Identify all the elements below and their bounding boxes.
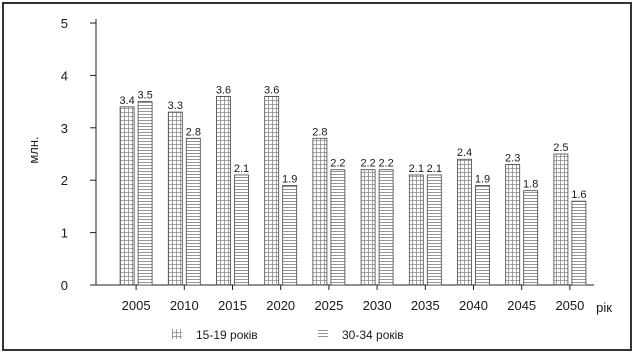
bar-value-label: 2.5 [553, 142, 568, 154]
plot-area: 0 1 2 3 4 5 3.4 3.5 2005 3.3 2.8 2010 3.6 2.1 2015 3.6 1… [61, 16, 594, 313]
bar-age-15-19 [553, 153, 569, 286]
x-tick-label: 2015 [218, 298, 247, 313]
y-tick-label: 4 [61, 68, 68, 83]
bar-age-30-34 [571, 200, 587, 286]
bar-value-label: 2.2 [330, 158, 345, 170]
x-tick-label: 2025 [314, 298, 343, 313]
y-tick-label: 3 [61, 121, 68, 136]
legend: 15-19 років 30-34 років [172, 328, 404, 342]
bar-value-label: 1.9 [282, 173, 297, 185]
legend-label: 15-19 років [196, 328, 258, 342]
bar-value-label: 2.1 [409, 163, 424, 175]
x-tick-label: 2030 [363, 298, 392, 313]
y-tick-label: 5 [61, 16, 68, 31]
bar-value-label: 2.8 [312, 126, 327, 138]
bar-age-15-19 [505, 164, 521, 286]
bar-value-label: 1.6 [571, 189, 586, 201]
legend-swatch [318, 329, 328, 339]
bar-age-30-34 [282, 185, 298, 286]
legend-swatch [172, 329, 182, 339]
bar-age-30-34 [185, 137, 201, 286]
bar-age-30-34 [523, 190, 539, 286]
bar-value-label: 3.6 [264, 84, 279, 96]
bar-age-15-19 [360, 169, 376, 286]
bar-age-30-34 [378, 169, 394, 286]
x-tick-label: 2045 [507, 298, 536, 313]
bar-age-30-34 [426, 174, 442, 286]
bar-value-label: 2.2 [378, 158, 393, 170]
legend-label: 30-34 років [342, 328, 404, 342]
bar-age-15-19 [264, 95, 280, 286]
bar-value-label: 3.6 [216, 84, 231, 96]
bar-age-30-34 [137, 101, 153, 286]
bar-value-label: 3.3 [168, 100, 183, 112]
y-tick-label: 2 [61, 173, 68, 188]
y-axis-label: млн. [26, 136, 41, 163]
x-axis-label: рік [596, 300, 612, 315]
bar-age-15-19 [119, 106, 135, 286]
y-tick-label: 1 [61, 226, 68, 241]
bar-value-label: 1.9 [475, 173, 490, 185]
x-tick-label: 2040 [459, 298, 488, 313]
bar-value-label: 1.8 [523, 179, 538, 191]
y-tick-label: 0 [61, 278, 68, 293]
bar-age-15-19 [457, 158, 472, 286]
x-tick-label: 2020 [266, 298, 295, 313]
x-tick-label: 2050 [555, 298, 584, 313]
bar-value-label: 2.1 [427, 163, 442, 175]
bar-value-label: 3.4 [119, 95, 134, 107]
bar-value-label: 2.8 [186, 126, 201, 138]
bar-value-label: 2.4 [457, 147, 472, 159]
bar-age-30-34 [330, 169, 346, 286]
bar-age-30-34 [234, 174, 249, 286]
x-tick-label: 2035 [411, 298, 440, 313]
bar-value-label: 3.5 [137, 90, 152, 102]
bar-value-label: 2.3 [505, 152, 520, 164]
bar-age-15-19 [312, 137, 328, 286]
x-tick-label: 2010 [170, 298, 199, 313]
bar-value-label: 2.1 [234, 163, 249, 175]
bar-age-15-19 [408, 174, 424, 286]
bar-age-15-19 [167, 111, 183, 286]
bar-value-label: 2.2 [360, 158, 375, 170]
x-tick-label: 2005 [122, 298, 151, 313]
bar-age-30-34 [475, 185, 490, 286]
bar-age-15-19 [216, 95, 231, 286]
